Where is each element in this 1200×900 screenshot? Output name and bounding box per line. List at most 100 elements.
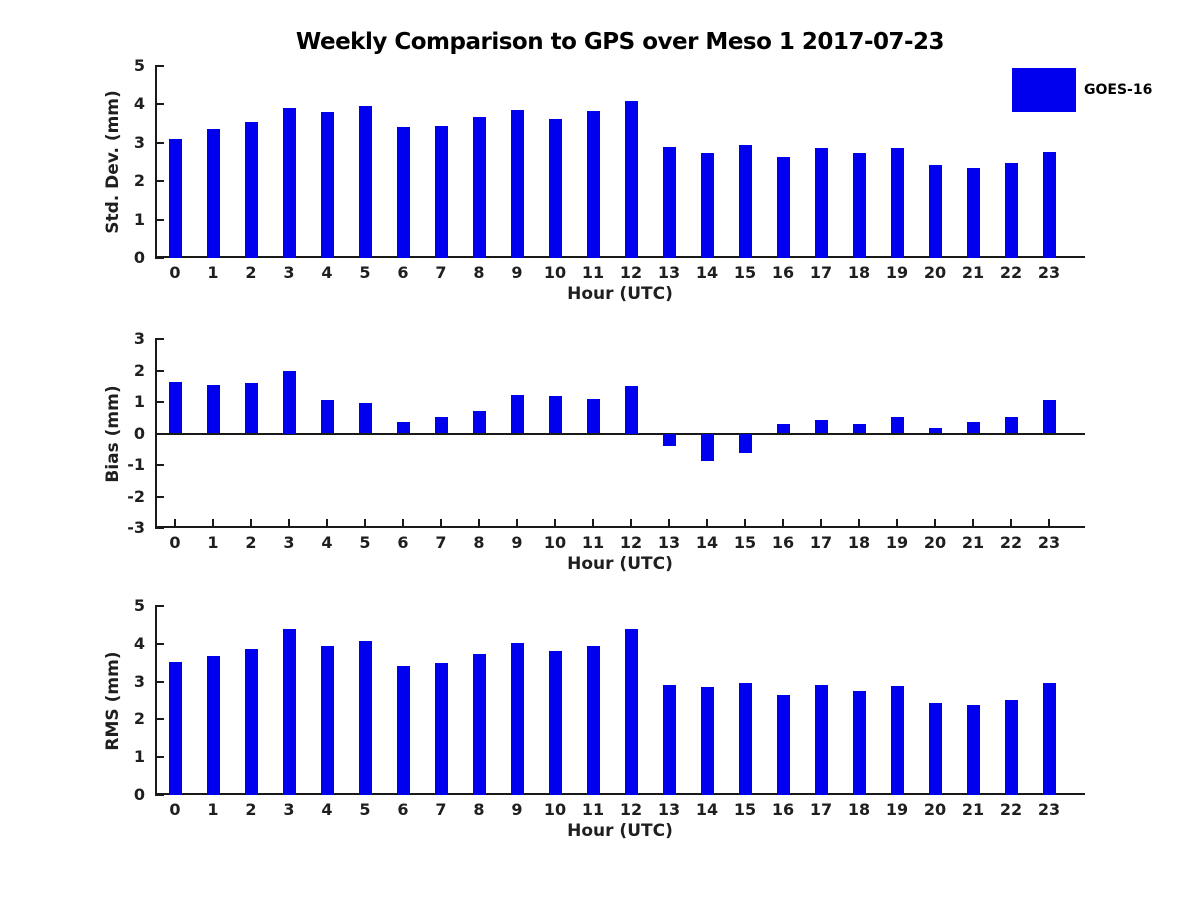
- bar-hour-11: [587, 645, 600, 795]
- x-tick-label: 20: [923, 263, 947, 282]
- y-tick-label: 4: [133, 633, 145, 653]
- y-tick-label: 0: [133, 785, 145, 804]
- x-tick-label: 14: [695, 800, 719, 819]
- y-tick: [155, 369, 164, 372]
- bar-hour-9: [511, 110, 524, 258]
- bar-hour-21: [967, 421, 980, 434]
- x-tick-label: 18: [847, 263, 871, 282]
- bar-hour-23: [1043, 683, 1056, 795]
- x-tick-label: 6: [397, 263, 409, 282]
- x-tick-label: 23: [1037, 533, 1061, 552]
- x-tick-label: 6: [397, 533, 409, 552]
- x-tick-label: 20: [923, 533, 947, 552]
- bar-hour-16: [777, 423, 790, 434]
- bar-hour-15: [739, 682, 752, 795]
- x-tick-label: 13: [657, 263, 681, 282]
- x-tick-label: 1: [207, 533, 219, 552]
- bar-hour-12: [625, 386, 638, 434]
- bar-hour-3: [283, 370, 296, 434]
- x-tick-label: 21: [961, 800, 985, 819]
- bar-hour-22: [1005, 416, 1018, 434]
- bar-hour-17: [815, 685, 828, 795]
- bar-hour-16: [777, 694, 790, 795]
- y-axis-label: Bias (mm): [103, 384, 123, 483]
- bar-hour-19: [891, 685, 904, 795]
- x-tick-label: 23: [1037, 800, 1061, 819]
- x-tick-label: 22: [999, 533, 1023, 552]
- x-tick-label: 12: [619, 533, 643, 552]
- x-tick: [896, 519, 898, 528]
- bar-hour-6: [397, 421, 410, 434]
- bar-hour-20: [929, 427, 942, 434]
- x-tick-label: 15: [733, 533, 757, 552]
- bar-hour-18: [853, 424, 866, 434]
- x-tick-label: 18: [847, 533, 871, 552]
- x-tick-label: 2: [245, 800, 257, 819]
- subplot-rms: 5 4 3 2 1 0 0 1 2 3 4 5 6 7 8 9 10 11 12 13 14 15 16 17 18 19 20 21…: [103, 596, 1085, 841]
- x-tick-label: 13: [657, 533, 681, 552]
- x-tick-label: 19: [885, 800, 909, 819]
- bar-hour-18: [853, 152, 866, 258]
- x-tick-label: 8: [473, 263, 485, 282]
- bar-hour-6: [397, 127, 410, 258]
- y-tick: [155, 141, 164, 144]
- bar-hour-17: [815, 147, 828, 258]
- bar-hour-13: [663, 146, 676, 258]
- y-axis-label: RMS (mm): [103, 650, 123, 751]
- y-tick-label: -3: [127, 518, 145, 537]
- x-tick: [326, 519, 328, 528]
- bar-hour-15: [739, 145, 752, 258]
- bar-hour-4: [321, 646, 334, 795]
- x-tick: [630, 519, 632, 528]
- x-tick: [1048, 519, 1050, 528]
- bar-hour-5: [359, 402, 372, 434]
- x-axis-label: Hour (UTC): [567, 554, 673, 574]
- x-tick: [212, 519, 214, 528]
- y-tick: [155, 65, 164, 67]
- y-tick-label: 2: [133, 709, 145, 729]
- bar-hour-7: [435, 125, 448, 258]
- bar-hour-3: [283, 629, 296, 795]
- x-tick: [174, 519, 176, 528]
- bar-hour-11: [587, 111, 600, 258]
- y-axis-spine: [155, 66, 157, 258]
- x-axis-spine: [155, 526, 1085, 528]
- x-tick: [592, 519, 594, 528]
- x-tick-label: 2: [245, 533, 257, 552]
- x-tick-label: 7: [435, 263, 447, 282]
- y-tick-label: -1: [127, 455, 145, 474]
- x-tick-label: 10: [543, 800, 567, 819]
- x-tick-label: 10: [543, 263, 567, 282]
- y-tick-label: 5: [133, 56, 145, 75]
- x-tick: [516, 519, 518, 528]
- x-tick-label: 3: [283, 263, 295, 282]
- x-tick-label: 19: [885, 263, 909, 282]
- x-tick-label: 11: [581, 263, 605, 282]
- bar-hour-2: [245, 383, 258, 434]
- x-tick-label: 23: [1037, 263, 1061, 282]
- bar-hour-5: [359, 105, 372, 258]
- bar-hour-1: [207, 385, 220, 434]
- x-tick: [972, 519, 974, 528]
- y-tick: [155, 794, 164, 796]
- bar-hour-9: [511, 642, 524, 795]
- bar-hour-14: [701, 152, 714, 258]
- bar-hour-1: [207, 129, 220, 258]
- bar-hour-2: [245, 649, 258, 795]
- bar-hour-5: [359, 640, 372, 795]
- y-tick-label: 2: [133, 171, 145, 191]
- bar-hour-0: [169, 138, 182, 258]
- bar-hour-8: [473, 410, 486, 434]
- bar-hour-10: [549, 118, 562, 258]
- legend-color-goes16: [1012, 68, 1076, 112]
- x-tick-label: 17: [809, 800, 833, 819]
- x-tick: [1010, 519, 1012, 528]
- x-axis-label: Hour (UTC): [567, 284, 673, 304]
- x-tick: [706, 519, 708, 528]
- x-tick-label: 9: [511, 533, 523, 552]
- x-tick-label: 5: [359, 263, 371, 282]
- x-tick-label: 9: [511, 263, 523, 282]
- bar-hour-18: [853, 691, 866, 795]
- y-tick: [155, 103, 164, 106]
